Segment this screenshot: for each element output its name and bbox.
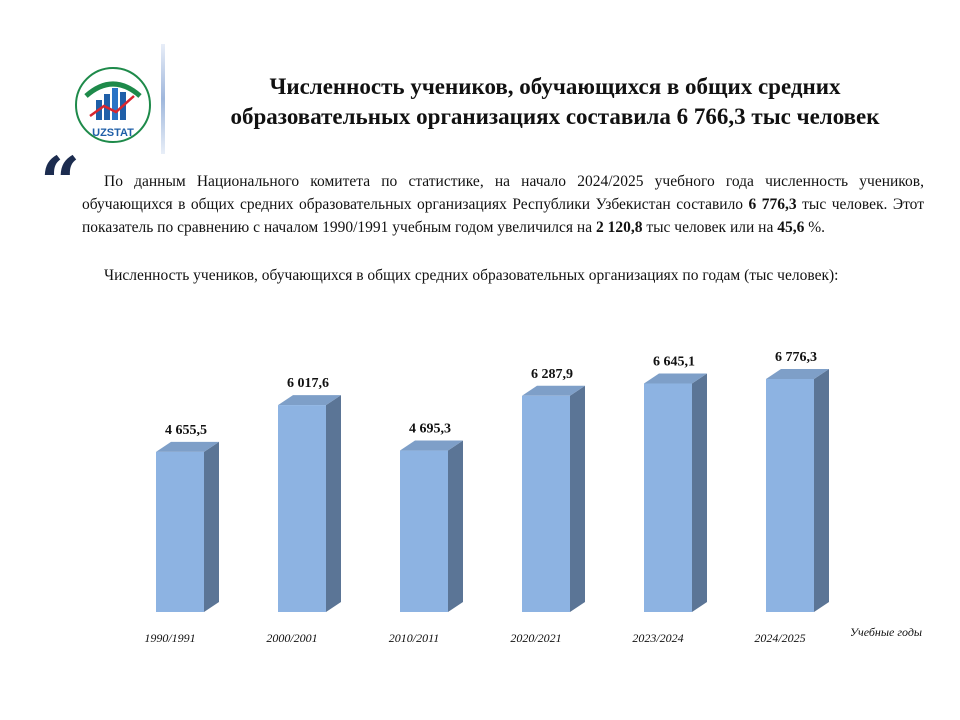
svg-text:UZSTAT: UZSTAT xyxy=(92,127,134,139)
x-tick-label-1: 2000/2001 xyxy=(266,631,317,645)
header-divider xyxy=(161,44,165,154)
bar-side-2 xyxy=(448,440,463,612)
total-value: 6 776,3 xyxy=(748,196,797,213)
uzstat-logo: UZSTAT xyxy=(75,67,151,143)
bar-4 xyxy=(644,383,692,612)
bar-0 xyxy=(156,451,204,612)
bar-3 xyxy=(522,395,570,612)
bar-side-0 xyxy=(204,441,219,612)
bar-side-1 xyxy=(326,395,341,612)
data-label-3: 6 287,9 xyxy=(531,367,573,382)
bar-5 xyxy=(766,379,814,612)
x-tick-label-0: 1990/1991 xyxy=(144,631,195,645)
bar-top-3 xyxy=(522,385,585,396)
bar-2 xyxy=(400,450,448,612)
bar-top-1 xyxy=(278,395,341,406)
increase-percent: 45,6 xyxy=(777,219,805,236)
bar-top-5 xyxy=(766,369,829,379)
bar-top-0 xyxy=(156,441,219,452)
x-tick-label-4: 2023/2024 xyxy=(632,631,683,645)
bar-side-4 xyxy=(692,373,707,612)
data-label-5: 6 776,3 xyxy=(775,350,817,365)
bar-side-3 xyxy=(570,385,585,612)
page-title: Численность учеников, обучающихся в общи… xyxy=(170,72,940,132)
chart-intro-paragraph: Численность учеников, обучающихся в общи… xyxy=(104,267,839,284)
data-label-1: 6 017,6 xyxy=(287,376,329,391)
data-label-4: 6 645,1 xyxy=(653,355,695,370)
x-tick-label-3: 2020/2021 xyxy=(510,631,561,645)
increase-value: 2 120,8 xyxy=(595,219,643,236)
title-line-2: образовательных организациях составила 6… xyxy=(230,104,880,129)
data-label-0: 4 655,5 xyxy=(165,423,207,438)
bar-top-4 xyxy=(644,373,707,384)
x-axis-label: Учебные годы xyxy=(850,625,922,639)
summary-paragraph: По данным Национального комитета по стат… xyxy=(82,173,924,236)
bar-1 xyxy=(278,405,326,612)
quote-icon: “ xyxy=(40,141,81,224)
title-line-1: Численность учеников, обучающихся в общи… xyxy=(269,74,841,99)
bar-top-2 xyxy=(400,440,463,451)
bar-side-5 xyxy=(814,369,829,612)
x-tick-label-5: 2024/2025 xyxy=(754,631,805,645)
data-label-2: 4 695,3 xyxy=(409,422,451,437)
x-tick-label-2: 2010/2011 xyxy=(389,631,439,645)
